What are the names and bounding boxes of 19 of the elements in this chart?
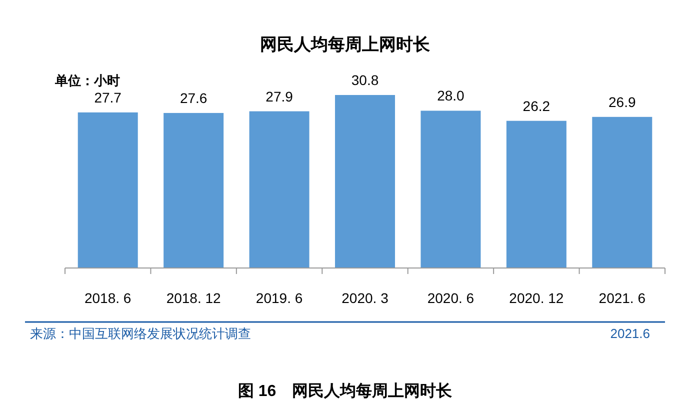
text: 2021.6 xyxy=(610,326,650,341)
caption: 图 16 网民人均每周上网时长 xyxy=(238,382,454,400)
data-label: 30.8 xyxy=(351,72,379,88)
text: 单位：小时 xyxy=(54,73,120,88)
data-label: 28.0 xyxy=(437,88,465,104)
x-tick-label: 2020. 6 xyxy=(427,290,474,306)
x-tick-label: 2018. 12 xyxy=(166,290,222,306)
data-label: 26.9 xyxy=(608,94,636,110)
data-label: 27.9 xyxy=(266,88,294,104)
x-tick-label: 2020. 3 xyxy=(342,290,389,306)
x-tick-label: 2019. 6 xyxy=(256,290,303,306)
source-note: 来源：中国互联网络发展状况统计调查 xyxy=(30,326,251,341)
data-label: 26.2 xyxy=(522,98,550,114)
data-label: 27.6 xyxy=(180,90,208,106)
x-tick-label: 2018. 6 xyxy=(84,290,132,306)
x-tick-label: 2020. 12 xyxy=(509,290,564,306)
data-label: 27.7 xyxy=(94,89,122,106)
chart-title: 网民人均每周上网时长 xyxy=(260,35,431,54)
x-tick-label: 2021. 6 xyxy=(598,290,646,306)
